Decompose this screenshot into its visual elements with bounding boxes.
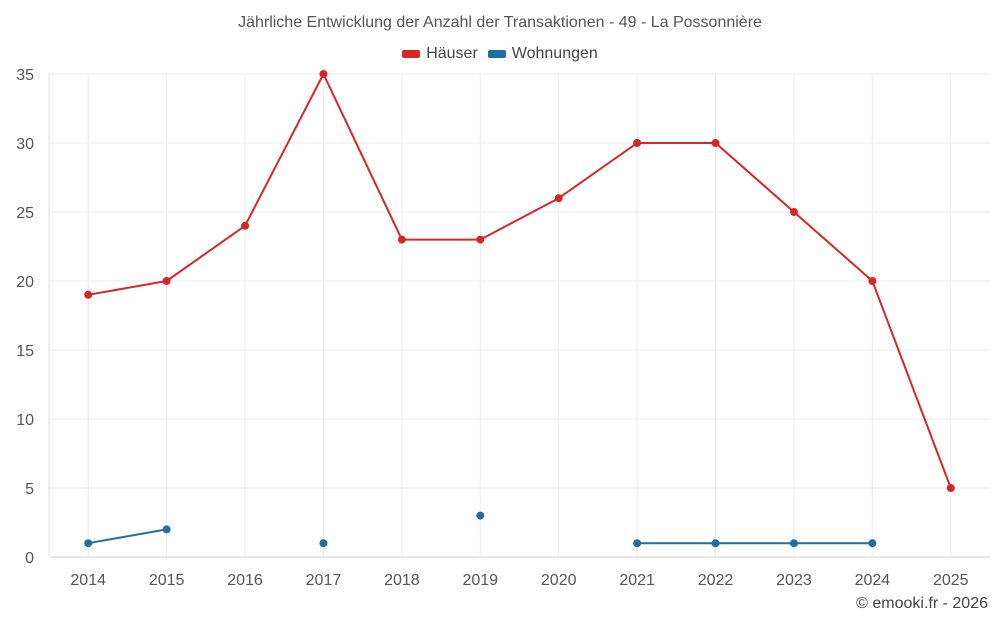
data-point-haeuser (476, 235, 485, 244)
data-point-haeuser (554, 194, 563, 203)
y-tick-label: 15 (16, 343, 34, 360)
series-line-haeuser (244, 73, 325, 227)
credit-text: © emooki.fr - 2026 (856, 595, 988, 612)
data-point-haeuser (946, 484, 955, 492)
data-point-haeuser (241, 221, 250, 230)
series-line-wohnungen (87, 528, 168, 545)
x-tick-label: 2024 (855, 572, 891, 589)
series-line-haeuser (87, 280, 168, 296)
data-point-haeuser (633, 139, 642, 147)
data-point-wohnungen (319, 539, 328, 548)
data-point-wohnungen (162, 525, 171, 534)
y-tick-label: 25 (16, 205, 34, 222)
series-line-haeuser (322, 73, 403, 241)
data-point-wohnungen (789, 539, 798, 548)
x-tick-label: 2018 (384, 572, 420, 589)
x-tick-label: 2020 (541, 572, 577, 589)
series-line-haeuser (165, 224, 247, 282)
x-tick-label: 2019 (462, 572, 498, 589)
legend-label-wohnungen: Wohnungen (511, 45, 598, 62)
series-line-haeuser (792, 211, 874, 282)
x-tick-label: 2025 (933, 572, 969, 589)
data-point-haeuser (711, 139, 720, 147)
y-tick-label: 20 (16, 274, 34, 291)
x-tick-label: 2015 (149, 572, 185, 589)
data-point-wohnungen (633, 539, 642, 548)
x-tick-label: 2016 (227, 572, 263, 589)
legend-item-haeuser[interactable]: Häuser (402, 45, 478, 63)
x-tick-label: 2014 (70, 572, 106, 589)
data-point-haeuser (162, 277, 171, 285)
legend-item-wohnungen[interactable]: Wohnungen (487, 45, 598, 63)
legend: Häuser Wohnungen (0, 45, 1000, 63)
y-tick-label: 10 (16, 412, 34, 429)
data-point-wohnungen (84, 539, 93, 548)
data-point-haeuser (868, 277, 877, 285)
data-point-wohnungen (476, 511, 485, 520)
y-tick-label: 0 (25, 550, 34, 567)
x-tick-label: 2022 (698, 572, 734, 589)
data-point-haeuser (789, 208, 798, 216)
legend-label-haeuser: Häuser (426, 45, 478, 62)
series-line-haeuser (557, 142, 639, 200)
chart-title: Jährliche Entwicklung der Anzahl der Tra… (238, 14, 762, 31)
x-tick-label: 2023 (776, 572, 812, 589)
x-tick-label: 2017 (306, 572, 342, 589)
y-tick-label: 5 (25, 481, 34, 498)
series-line-haeuser (714, 142, 795, 213)
data-point-haeuser (397, 235, 406, 244)
legend-swatch-haeuser (402, 50, 421, 58)
series-line-haeuser (479, 197, 560, 241)
data-point-wohnungen (711, 539, 720, 548)
data-point-wohnungen (868, 539, 877, 548)
y-tick-label: 30 (16, 136, 34, 153)
series-line-haeuser (871, 280, 952, 489)
data-point-haeuser (84, 290, 93, 299)
x-tick-label: 2021 (619, 572, 655, 589)
legend-swatch-wohnungen (487, 50, 506, 58)
y-tick-label: 35 (16, 67, 34, 84)
data-point-haeuser (319, 70, 328, 78)
